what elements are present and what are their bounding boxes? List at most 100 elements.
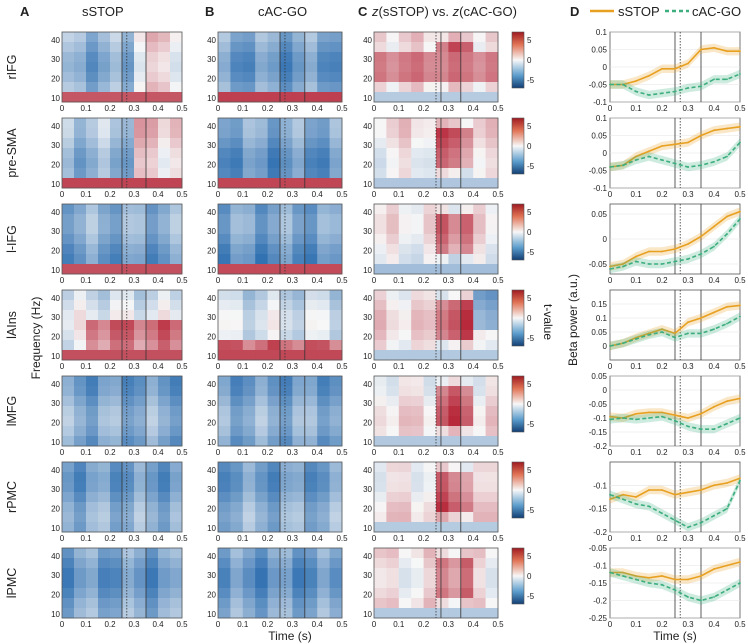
heatmap-cell bbox=[122, 320, 135, 331]
freq-tick-label: 30 bbox=[51, 485, 60, 494]
heatmap-cell bbox=[74, 264, 87, 275]
heatmap-cell bbox=[292, 350, 306, 361]
heatmap-cell bbox=[292, 416, 306, 427]
heatmap-cell bbox=[255, 128, 268, 139]
heatmap-cell bbox=[374, 472, 387, 483]
heatmap-cell bbox=[86, 426, 99, 437]
data-point bbox=[661, 250, 663, 253]
time-tick-label: 0.4 bbox=[708, 362, 720, 371]
heatmap-cell bbox=[62, 330, 75, 341]
heatmap-cell bbox=[280, 426, 293, 437]
heatmap-cell bbox=[423, 72, 437, 83]
heatmap-cell bbox=[255, 138, 268, 149]
time-tick-label: 0 bbox=[608, 104, 613, 113]
time-tick-label: 0.5 bbox=[176, 276, 188, 285]
heatmap-cell bbox=[134, 148, 147, 159]
colorbar-tick-label: -5 bbox=[527, 592, 535, 601]
data-point bbox=[739, 315, 741, 318]
heatmap-cell bbox=[398, 406, 412, 417]
heatmap-cell bbox=[423, 224, 437, 235]
heatmap-cell bbox=[74, 568, 87, 579]
data-point bbox=[739, 73, 741, 75]
heatmap-cell bbox=[146, 598, 159, 609]
time-tick-label: 0.5 bbox=[492, 362, 504, 371]
heatmap-cell bbox=[423, 462, 437, 473]
heatmap-cell bbox=[280, 254, 293, 265]
heatmap-cell bbox=[86, 62, 99, 73]
freq-tick-label: 20 bbox=[363, 75, 372, 84]
y-tick-label: -0.05 bbox=[589, 400, 608, 409]
heatmap-cell bbox=[242, 376, 256, 387]
heatmap-cell bbox=[230, 178, 244, 189]
heatmap-cell bbox=[230, 386, 244, 397]
heatmap-cell bbox=[374, 310, 387, 321]
heatmap-cell bbox=[267, 340, 281, 351]
heatmap-cell bbox=[398, 92, 412, 103]
time-tick-label: 0 bbox=[60, 534, 65, 543]
heatmap-cell bbox=[374, 52, 387, 63]
heatmap-cell bbox=[448, 588, 462, 599]
time-tick-label: 0 bbox=[372, 534, 377, 543]
heatmap-cell bbox=[292, 376, 306, 387]
heatmap-cell bbox=[460, 204, 474, 215]
heatmap-cell bbox=[230, 148, 244, 159]
heatmap-cell bbox=[146, 158, 159, 169]
heatmap-cell bbox=[460, 350, 474, 361]
heatmap-cell bbox=[304, 376, 318, 387]
time-tick-label: 0 bbox=[372, 104, 377, 113]
heatmap-cell bbox=[473, 376, 486, 387]
heatmap-cell bbox=[98, 42, 111, 53]
heatmap-cell bbox=[230, 82, 244, 93]
series-band-sstop bbox=[610, 122, 740, 172]
heatmap-cell bbox=[280, 52, 293, 63]
heatmap-cell bbox=[267, 482, 281, 493]
heatmap-cell bbox=[411, 148, 424, 159]
heatmap-cell bbox=[386, 512, 400, 523]
freq-tick-label: 20 bbox=[363, 247, 372, 256]
heatmap-cell bbox=[242, 406, 256, 417]
heatmap-cell bbox=[267, 416, 281, 427]
data-point bbox=[726, 400, 728, 403]
heatmap-cell bbox=[134, 320, 147, 331]
heatmap-cell bbox=[98, 138, 111, 149]
heatmap-cell bbox=[158, 350, 171, 361]
heatmap-cell bbox=[436, 502, 449, 513]
heatmap-cell bbox=[146, 492, 159, 503]
heatmap-cell bbox=[448, 386, 462, 397]
heatmap-cell bbox=[329, 214, 343, 225]
heatmap-cell bbox=[436, 512, 449, 523]
heatmap-cell bbox=[122, 62, 135, 73]
heatmap-cell bbox=[218, 168, 231, 179]
heatmap-cell bbox=[473, 578, 486, 589]
heatmap-cell bbox=[146, 608, 159, 619]
heatmap-cell bbox=[230, 522, 244, 533]
heatmap-cell bbox=[280, 264, 293, 275]
freq-tick-label: 40 bbox=[207, 294, 216, 303]
colorbar-tick-label: -5 bbox=[527, 248, 535, 257]
series-band-cac-go bbox=[610, 412, 740, 434]
heatmap-cell bbox=[292, 254, 306, 265]
heatmap-cell bbox=[74, 426, 87, 437]
heatmap-cell bbox=[292, 436, 306, 447]
heatmap-cell bbox=[280, 244, 293, 255]
heatmap-cell bbox=[134, 482, 147, 493]
heatmap-cell bbox=[230, 376, 244, 387]
heatmap-cell bbox=[448, 32, 462, 43]
heatmap-cell bbox=[218, 214, 231, 225]
heatmap-cell bbox=[170, 310, 183, 321]
time-tick-label: 0.1 bbox=[393, 620, 405, 629]
data-point bbox=[726, 50, 728, 53]
time-tick-label: 0 bbox=[608, 620, 613, 629]
heatmap-cell bbox=[280, 598, 293, 609]
heatmap-cell bbox=[86, 512, 99, 523]
heatmap-cell bbox=[146, 568, 159, 579]
heatmap-cell bbox=[74, 82, 87, 93]
heatmap-cell bbox=[242, 340, 256, 351]
heatmap-cell bbox=[411, 492, 424, 503]
heatmap-cell bbox=[423, 148, 437, 159]
data-point bbox=[726, 127, 728, 130]
heatmap-cell bbox=[98, 62, 111, 73]
data-point bbox=[609, 166, 611, 168]
heatmap-cell bbox=[485, 416, 499, 427]
